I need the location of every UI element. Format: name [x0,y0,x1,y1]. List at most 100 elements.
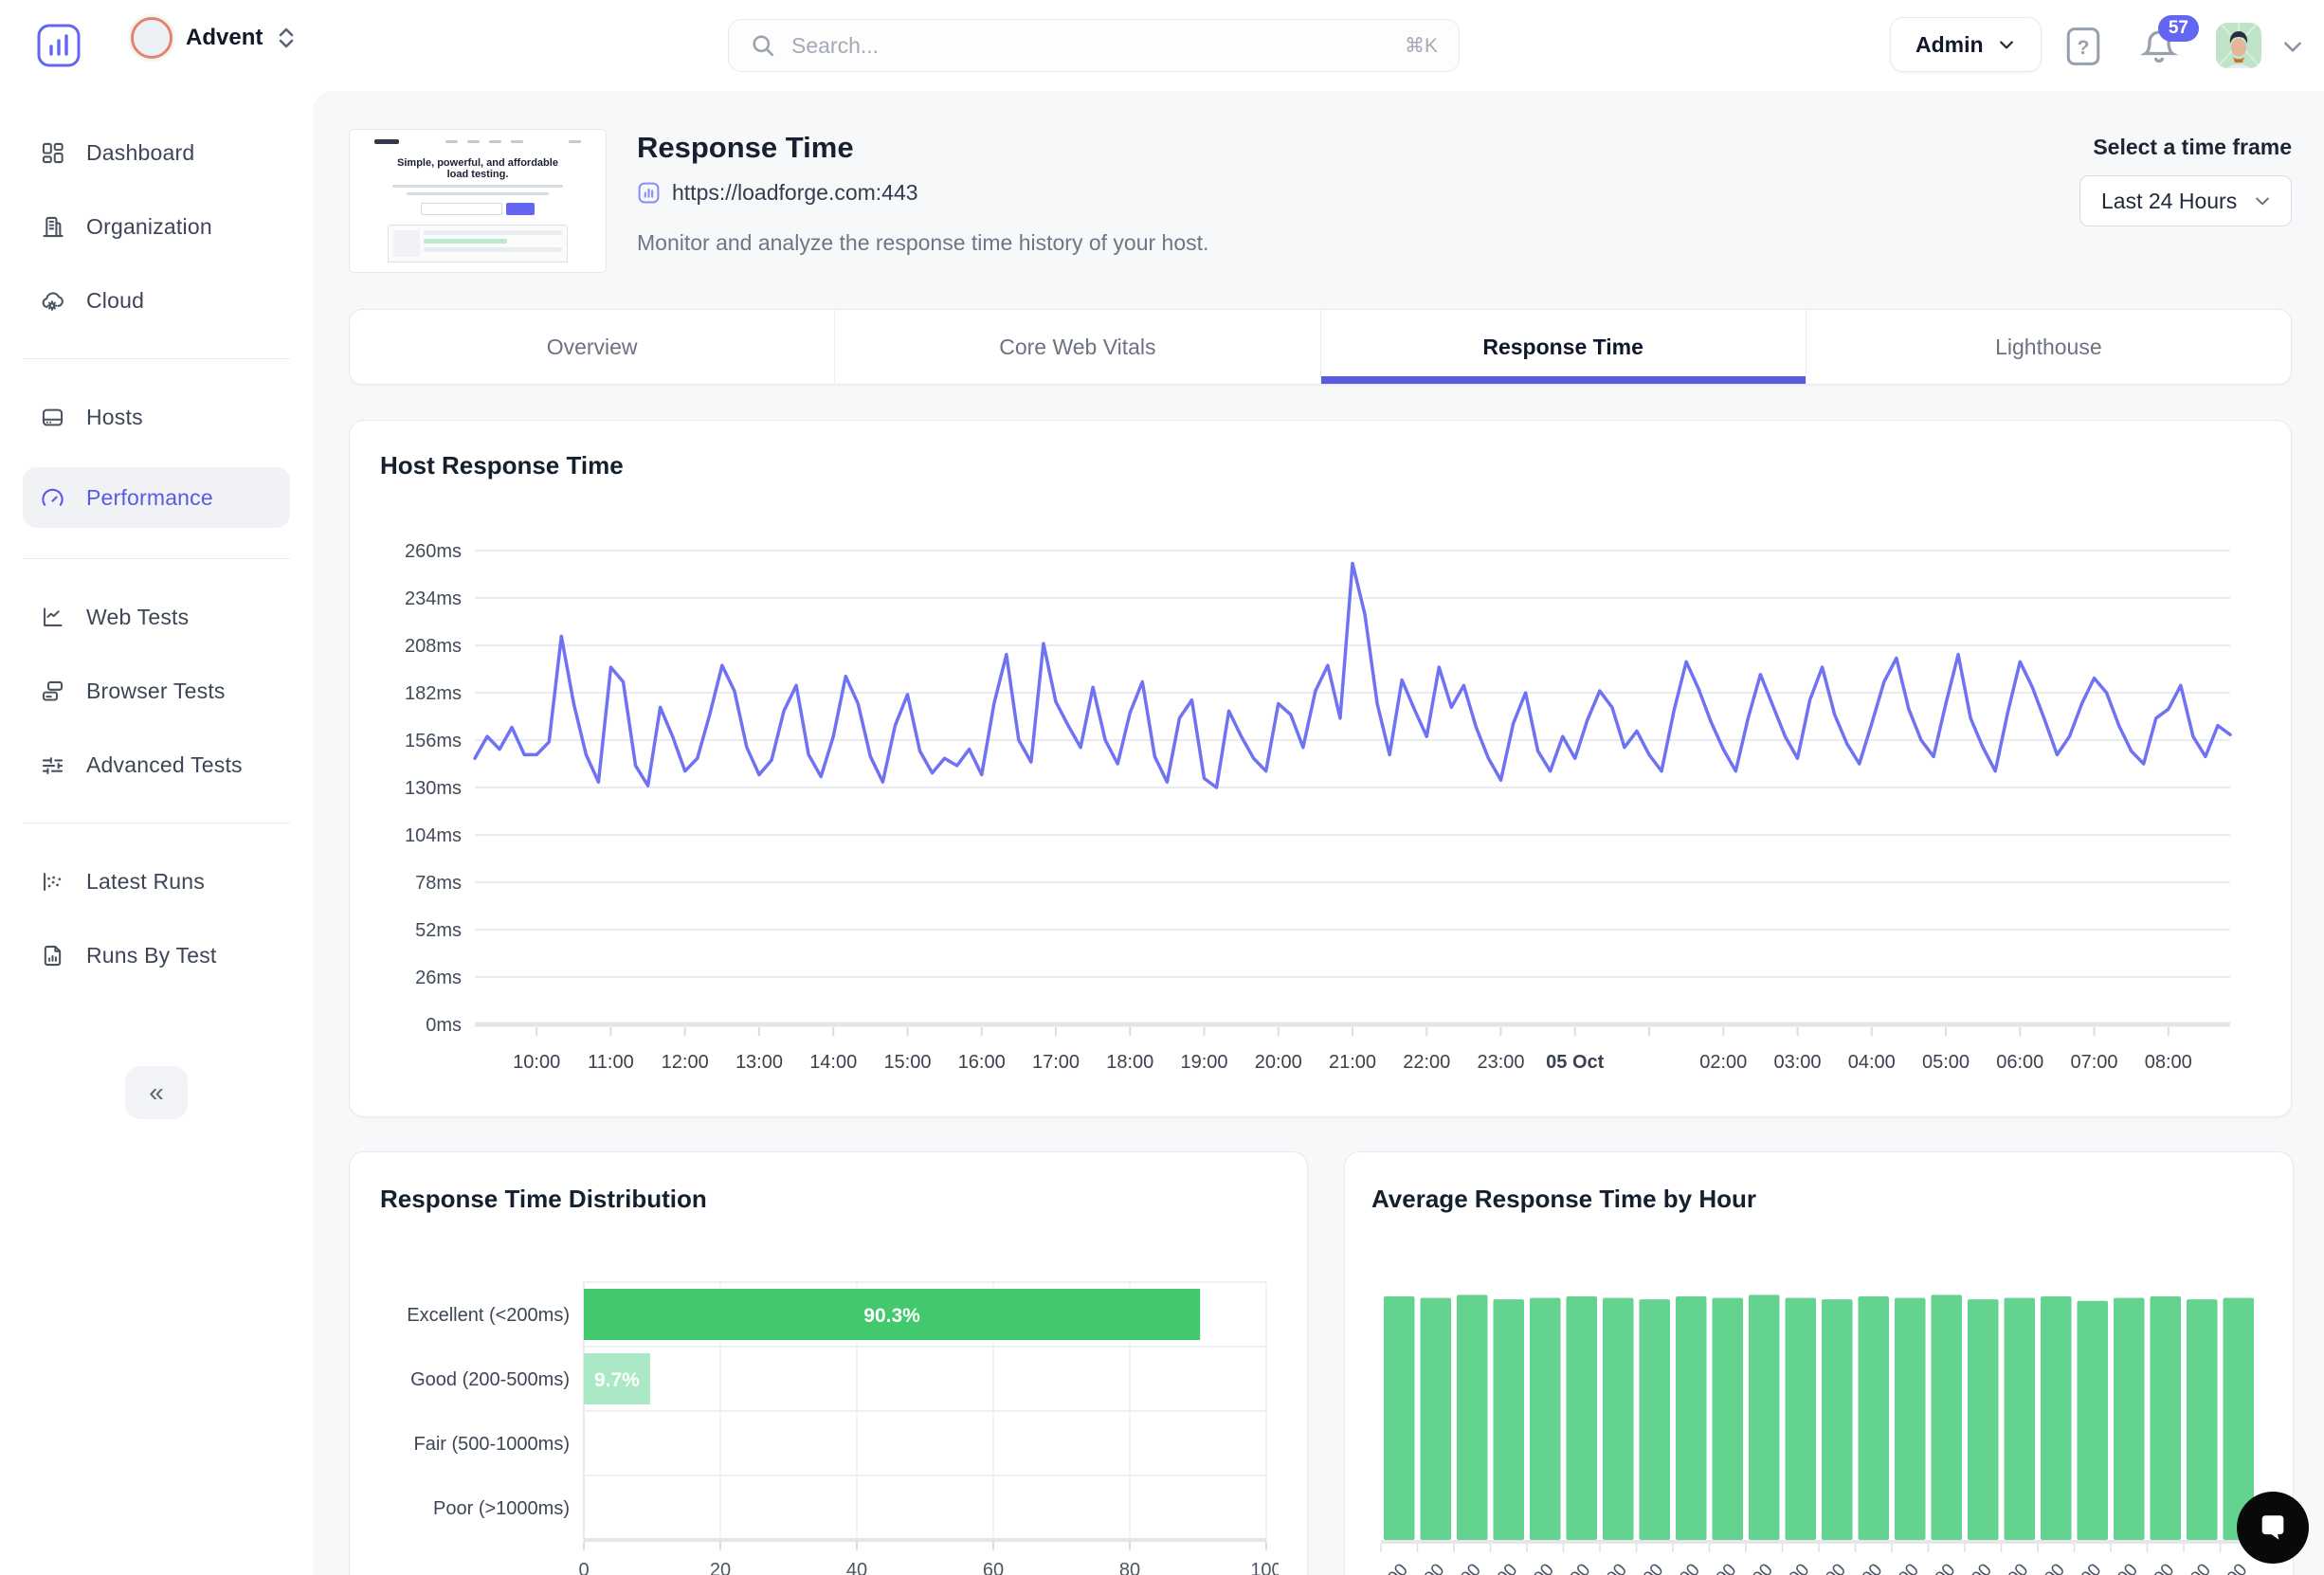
admin-menu-button[interactable]: Admin [1890,17,2042,72]
svg-text:104ms: 104ms [405,825,462,846]
svg-text:0ms: 0ms [426,1015,462,1036]
workspace-selector[interactable]: Advent [131,17,297,59]
runs-by-test-file-icon [40,943,65,969]
sidebar-item-organization[interactable]: Organization [23,203,290,250]
tab-label: Overview [547,335,638,360]
chart-title: Host Response Time [380,451,2260,480]
chevrons-up-down-icon [276,26,297,50]
sidebar-collapse-button[interactable]: « [125,1066,188,1119]
svg-text:100: 100 [1250,1560,1279,1575]
svg-text:20:00: 20:00 [1255,1052,1302,1073]
tab-overview[interactable]: Overview [350,310,835,384]
svg-text:Excellent (<200ms): Excellent (<200ms) [407,1305,570,1326]
tab-core-web-vitals[interactable]: Core Web Vitals [835,310,1320,384]
chat-bubble-icon [2257,1512,2289,1544]
host-response-time-line-chart: 0ms26ms52ms78ms104ms130ms156ms182ms208ms… [380,492,2262,1098]
sidebar-item-hosts[interactable]: Hosts [23,393,290,441]
thumbnail-headline: Simple, powerful, and affordable load te… [397,157,558,180]
help-button[interactable]: ? [2064,27,2102,71]
svg-text:90.3%: 90.3% [863,1305,920,1327]
chart-title: Response Time Distribution [380,1185,1277,1214]
help-document-icon: ? [2064,27,2102,66]
sidebar-item-label: Runs By Test [86,943,216,969]
sidebar-item-advanced-tests[interactable]: Advanced Tests [23,741,290,788]
chevron-down-icon [1997,35,2016,54]
svg-text:05:00: 05:00 [1922,1052,1970,1073]
tab-label: Core Web Vitals [999,335,1155,360]
search-input[interactable]: Search... ⌘K [728,19,1460,72]
sidebar-item-label: Web Tests [86,605,189,630]
svg-text:234ms: 234ms [405,588,462,609]
app-logo-icon[interactable] [36,23,82,68]
svg-text:80: 80 [1119,1560,1140,1575]
svg-text:20: 20 [710,1560,731,1575]
svg-text:208ms: 208ms [405,636,462,657]
timeframe-label: Select a time frame [2079,135,2292,160]
svg-text:9.7%: 9.7% [594,1369,640,1391]
timeframe-select[interactable]: Last 24 Hours [2079,175,2292,226]
svg-text:23:00: 23:00 [1477,1052,1524,1073]
average-response-by-hour-bar-chart: 00:0001:0002:0003:0004:0005:0006:0007:00… [1371,1237,2266,1575]
host-response-time-card: Host Response Time 0ms26ms52ms78ms104ms1… [349,420,2292,1117]
user-menu-chevron-icon[interactable] [2280,34,2305,63]
sidebar-item-dashboard[interactable]: Dashboard [23,129,290,176]
svg-text:182ms: 182ms [405,683,462,704]
sidebar-item-latest-runs[interactable]: Latest Runs [23,858,290,905]
svg-text:11:00: 11:00 [588,1052,634,1073]
advanced-tests-sliders-icon [40,752,65,778]
timeframe-value: Last 24 Hours [2101,189,2237,214]
search-shortcut: ⌘K [1405,34,1438,58]
svg-text:40: 40 [846,1560,867,1575]
sidebar-item-label: Dashboard [86,140,194,166]
main-content: Simple, powerful, and affordable load te… [313,91,2324,1575]
site-thumbnail: Simple, powerful, and affordable load te… [349,129,607,273]
sidebar-item-runs-by-test[interactable]: Runs By Test [23,932,290,979]
sidebar-item-label: Latest Runs [86,869,205,895]
sidebar-item-label: Hosts [86,405,143,430]
user-avatar[interactable] [2216,23,2261,68]
svg-text:Good (200-500ms): Good (200-500ms) [410,1369,570,1390]
admin-menu-label: Admin [1915,32,1984,58]
sidebar: Dashboard Organization Cloud [0,91,313,1575]
page-description: Monitor and analyze the response time hi… [637,230,1208,256]
host-url-link[interactable]: https://loadforge.com:443 [672,180,918,206]
svg-text:13:00: 13:00 [735,1052,783,1073]
workspace-avatar [131,17,172,59]
topbar: Advent Search... ⌘K Admin ? [0,0,2324,91]
tab-label: Lighthouse [1995,335,2102,360]
sidebar-item-performance[interactable]: Performance [23,467,290,528]
page-title: Response Time [637,131,1208,165]
tab-lighthouse[interactable]: Lighthouse [1807,310,2291,384]
search-icon [750,32,776,59]
hosts-server-icon [40,405,65,430]
svg-text:05 Oct: 05 Oct [1546,1052,1604,1073]
workspace-name: Advent [186,25,263,51]
sidebar-divider [23,358,290,359]
svg-text:Poor (>1000ms): Poor (>1000ms) [433,1498,570,1519]
svg-text:260ms: 260ms [405,541,462,562]
cloud-gear-icon [40,288,65,314]
sidebar-divider [23,823,290,824]
svg-text:?: ? [2078,37,2090,59]
tab-label: Response Time [1482,335,1643,360]
sidebar-item-web-tests[interactable]: Web Tests [23,593,290,641]
app-root: Advent Search... ⌘K Admin ? [0,0,2324,1575]
sidebar-item-browser-tests[interactable]: Browser Tests [23,667,290,715]
sidebar-item-label: Cloud [86,288,144,314]
sidebar-divider [23,558,290,559]
host-chart-icon [637,181,661,205]
page-header: Simple, powerful, and affordable load te… [349,129,2292,273]
sidebar-item-cloud[interactable]: Cloud [23,277,290,324]
chevron-down-icon [2253,191,2272,210]
svg-text:06:00: 06:00 [1996,1052,2043,1073]
chat-launcher-button[interactable] [2237,1492,2309,1564]
tab-response-time[interactable]: Response Time [1321,310,1807,384]
svg-text:14:00: 14:00 [809,1052,857,1073]
average-response-time-by-hour-card: Average Response Time by Hour 00:0001:00… [1344,1151,2294,1575]
svg-text:18:00: 18:00 [1106,1052,1153,1073]
chart-title: Average Response Time by Hour [1371,1185,2266,1214]
svg-text:19:00: 19:00 [1180,1052,1227,1073]
svg-text:21:00: 21:00 [1329,1052,1376,1073]
svg-text:03:00: 03:00 [1773,1052,1821,1073]
notifications-button[interactable]: 57 [2140,27,2178,71]
